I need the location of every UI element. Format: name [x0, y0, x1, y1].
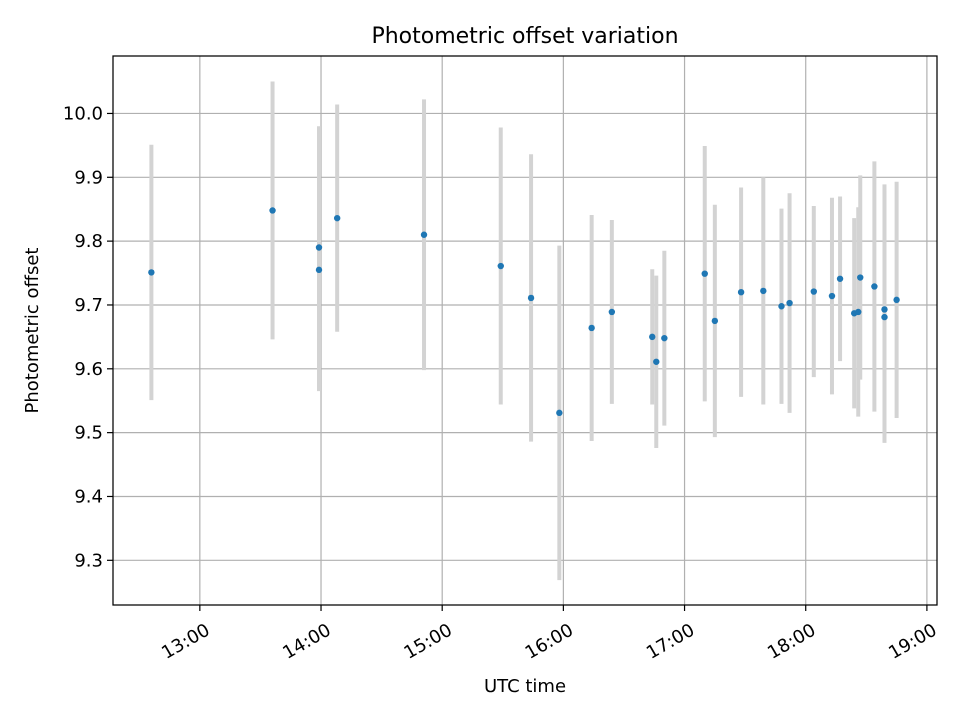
y-tick-label: 9.5 — [74, 423, 103, 444]
y-axis-title: Photometric offset — [22, 248, 43, 414]
data-point — [871, 283, 878, 290]
y-tick-label: 10.0 — [63, 103, 103, 124]
chart-title: Photometric offset variation — [371, 24, 678, 49]
y-tick-label: 9.4 — [74, 486, 103, 507]
y-tick-label: 9.6 — [74, 359, 103, 380]
data-point — [737, 288, 745, 296]
y-tick-label: 9.7 — [74, 295, 103, 316]
data-point — [333, 214, 341, 222]
plot-frame — [112, 55, 938, 606]
data-point — [836, 275, 844, 282]
data-point — [148, 269, 155, 276]
x-axis-title: UTC time — [484, 676, 566, 697]
data-point — [653, 358, 660, 365]
y-axis: 9.3 9.4 9.5 9.6 9.7 9.8 9.9 10.0 — [63, 103, 113, 571]
data-point — [315, 244, 323, 251]
data-point — [828, 292, 836, 300]
data-points — [148, 207, 900, 417]
data-point — [420, 231, 428, 238]
data-point — [778, 303, 785, 310]
data-point — [497, 262, 504, 270]
data-point — [527, 294, 535, 302]
data-point — [701, 270, 708, 277]
y-tick-label: 9.3 — [74, 550, 103, 571]
data-point — [661, 334, 668, 342]
data-point — [711, 317, 719, 325]
data-point — [881, 313, 888, 321]
data-point — [855, 308, 862, 316]
y-tick-label: 9.9 — [74, 167, 103, 188]
data-point — [608, 308, 616, 316]
data-point — [881, 306, 888, 313]
plot-area — [113, 56, 937, 605]
data-point — [556, 409, 563, 417]
data-point — [786, 299, 793, 307]
data-point — [810, 288, 818, 295]
data-point — [649, 333, 656, 341]
y-tick-label: 9.8 — [74, 231, 103, 252]
data-point — [588, 324, 595, 332]
data-point — [760, 287, 767, 295]
data-point — [893, 296, 900, 304]
data-point — [857, 274, 864, 281]
data-point — [315, 266, 323, 274]
data-point — [269, 207, 276, 214]
grid — [113, 56, 937, 605]
